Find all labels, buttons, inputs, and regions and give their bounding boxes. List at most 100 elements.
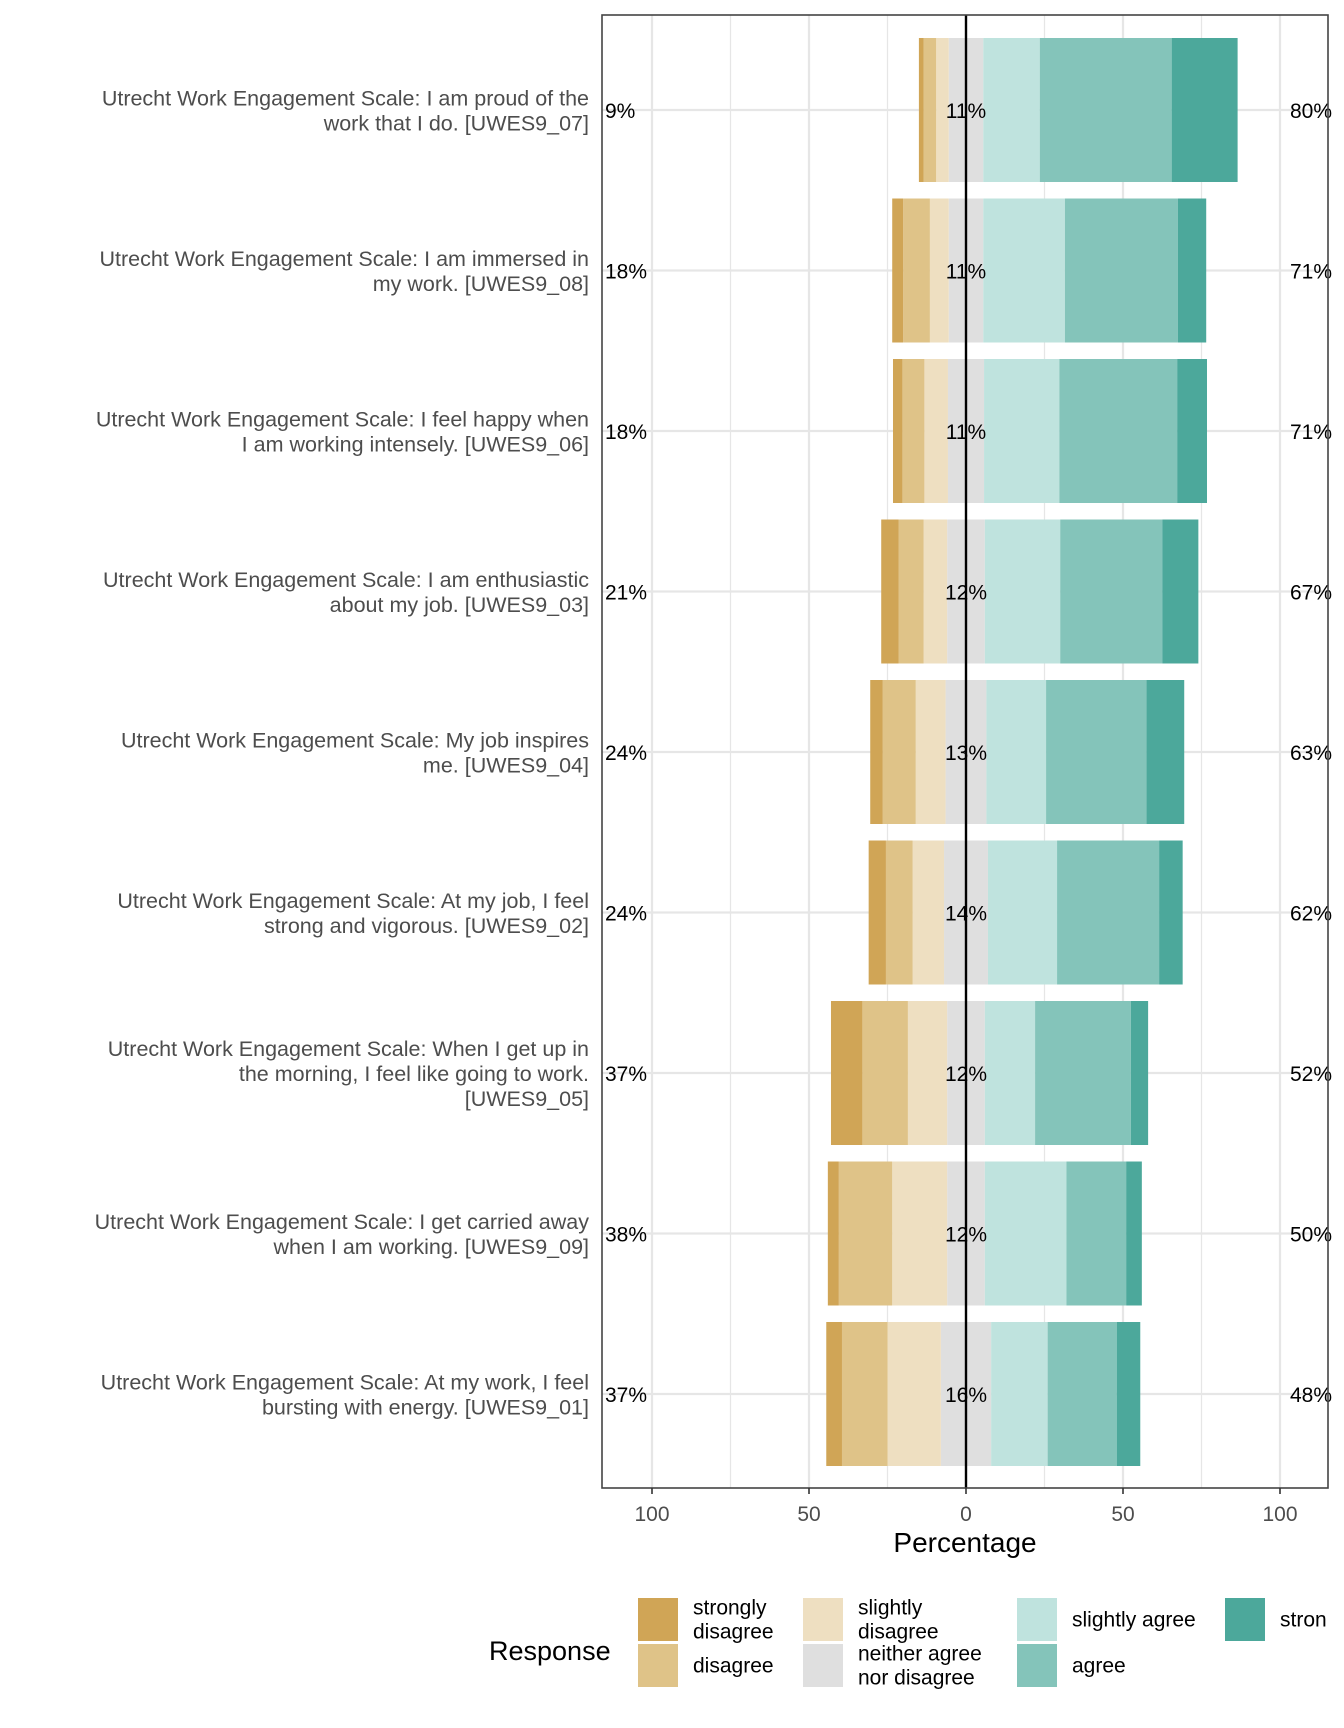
legend-label: neither agree [858, 1643, 982, 1666]
legend-key-slightly-agree [1017, 1598, 1057, 1641]
x-tick-label: 50 [1111, 1503, 1134, 1526]
low-percent-label: 37% [605, 1384, 647, 1407]
neutral-percent-label: 11% [946, 421, 986, 444]
bar-segment-disagree [882, 680, 916, 824]
bar-segment-strongly-disagree [830, 1001, 863, 1145]
high-percent-label: 71% [1290, 421, 1332, 444]
neutral-percent-label: 12% [945, 582, 987, 605]
item-labels: Utrecht Work Engagement Scale: I am prou… [95, 87, 590, 1420]
bar-segment-strongly-disagree [827, 1161, 839, 1306]
bar-segment-slightly-agree [986, 680, 1047, 824]
legend-key-neither [803, 1644, 843, 1687]
bar-segment-slightly-agree [984, 359, 1060, 503]
high-percent-label: 67% [1290, 582, 1332, 605]
item-label-line: Utrecht Work Engagement Scale: I feel ha… [96, 408, 589, 432]
bar-segment-strongly-disagree [870, 680, 883, 824]
bar-segment-agree [1046, 680, 1147, 824]
high-percent-label: 62% [1290, 903, 1332, 926]
neutral-percent-label: 11% [946, 100, 986, 123]
legend-label: slightly agree [1072, 1609, 1196, 1632]
bar-segment-strongly-agree [1126, 1161, 1142, 1306]
legend-key-agree [1017, 1644, 1057, 1687]
bar-segment-agree [1059, 359, 1178, 503]
low-percent-label: 24% [605, 903, 647, 926]
legend-label: stron [1280, 1609, 1327, 1632]
item-label-line: [UWES9_05] [465, 1087, 589, 1111]
item-label-line: Utrecht Work Engagement Scale: I am imme… [99, 247, 589, 271]
item-label-line: me. [UWES9_04] [423, 754, 589, 778]
bar-segment-strongly-agree [1162, 519, 1199, 664]
bar-segment-disagree [923, 38, 937, 182]
legend-title: Response [489, 1636, 611, 1666]
bar-segment-strongly-agree [1177, 359, 1207, 503]
bar-segment-strongly-agree [1146, 680, 1185, 824]
bar-segment-disagree [838, 1161, 893, 1306]
bar-segment-slightly-agree [987, 840, 1058, 985]
low-percent-label: 37% [605, 1063, 647, 1086]
bar-segment-strongly-disagree [826, 1322, 842, 1466]
low-percent-label: 18% [605, 261, 647, 284]
item-label-line: about my job. [UWES9_03] [330, 593, 589, 617]
bar-segment-slightly-disagree [907, 1001, 948, 1145]
legend-label: disagree [693, 1621, 774, 1644]
panel-border [601, 14, 1329, 1489]
bar-segment-strongly-agree [1116, 1322, 1141, 1466]
item-label-line: the morning, I feel like going to work. [239, 1062, 589, 1086]
item-label-line: my work. [UWES9_08] [373, 272, 589, 296]
bar-segment-slightly-agree [983, 38, 1040, 182]
high-percent-label: 48% [1290, 1384, 1332, 1407]
neutral-percent-label: 12% [945, 1224, 987, 1247]
low-percent-label: 24% [605, 742, 647, 765]
bar-segment-disagree [862, 1001, 908, 1145]
item-label-line: Utrecht Work Engagement Scale: When I ge… [108, 1037, 589, 1061]
percent-labels: 9% 11% 80% 18% 11% 71% 18% 11% 71% 21% 12% 67% 24% 13… [605, 100, 1332, 1407]
bar-segment-disagree [903, 198, 930, 343]
bar-segment-strongly-disagree [918, 38, 924, 182]
legend-label: strongly [693, 1597, 767, 1620]
bar-segment-slightly-disagree [924, 359, 948, 503]
item-label-line: Utrecht Work Engagement Scale: I get car… [95, 1210, 590, 1234]
legend-key-strongly-disagree [638, 1598, 678, 1641]
high-percent-label: 80% [1290, 100, 1332, 123]
high-percent-label: 63% [1290, 742, 1332, 765]
bar-segment-slightly-agree [984, 519, 1061, 664]
legend-label: nor disagree [858, 1667, 975, 1690]
bar-segment-strongly-disagree [868, 840, 886, 985]
low-percent-label: 18% [605, 421, 647, 444]
bar-segment-slightly-disagree [892, 1161, 948, 1306]
bar-segment-slightly-disagree [915, 680, 946, 824]
bar-segment-strongly-agree [1177, 198, 1207, 343]
x-tick-label: 100 [634, 1503, 669, 1526]
bar-segment-strongly-agree [1159, 840, 1183, 985]
bar-segment-agree [1064, 198, 1178, 343]
high-percent-label: 71% [1290, 261, 1332, 284]
neutral-percent-label: 16% [945, 1384, 987, 1407]
bar-segment-strongly-agree [1171, 38, 1238, 182]
x-axis: 100 50 0 50 100 [634, 1488, 1298, 1526]
bar-segment-slightly-agree [991, 1322, 1048, 1466]
legend-key-strongly-agree [1225, 1598, 1265, 1641]
bar-segment-strongly-disagree [892, 359, 903, 503]
x-tick-label: 100 [1262, 1503, 1297, 1526]
item-label-line: Utrecht Work Engagement Scale: My job in… [121, 729, 589, 753]
high-percent-label: 52% [1290, 1063, 1332, 1086]
legend-key-disagree [638, 1644, 678, 1687]
bar-segment-slightly-disagree [887, 1322, 941, 1466]
bar-segment-strongly-agree [1130, 1001, 1149, 1145]
bar-segment-disagree [902, 359, 925, 503]
x-axis-title: Percentage [893, 1527, 1036, 1558]
bar-segment-agree [1047, 1322, 1117, 1466]
bar-segment-slightly-disagree [936, 38, 949, 182]
bar-segment-disagree [841, 1322, 888, 1466]
item-label-line: Utrecht Work Engagement Scale: I am enth… [103, 568, 589, 592]
bar-segment-slightly-agree [984, 1161, 1067, 1306]
legend-label: disagree [693, 1655, 774, 1678]
bar-segment-agree [1039, 38, 1172, 182]
bar-segment-slightly-disagree [923, 519, 948, 664]
legend-label: slightly [858, 1597, 923, 1620]
high-percent-label: 50% [1290, 1224, 1332, 1247]
bar-segment-agree [1035, 1001, 1131, 1145]
item-label-line: when I am working. [UWES9_09] [273, 1235, 589, 1259]
bar-segment-disagree [885, 840, 913, 985]
item-label-line: Utrecht Work Engagement Scale: I am prou… [102, 87, 589, 111]
